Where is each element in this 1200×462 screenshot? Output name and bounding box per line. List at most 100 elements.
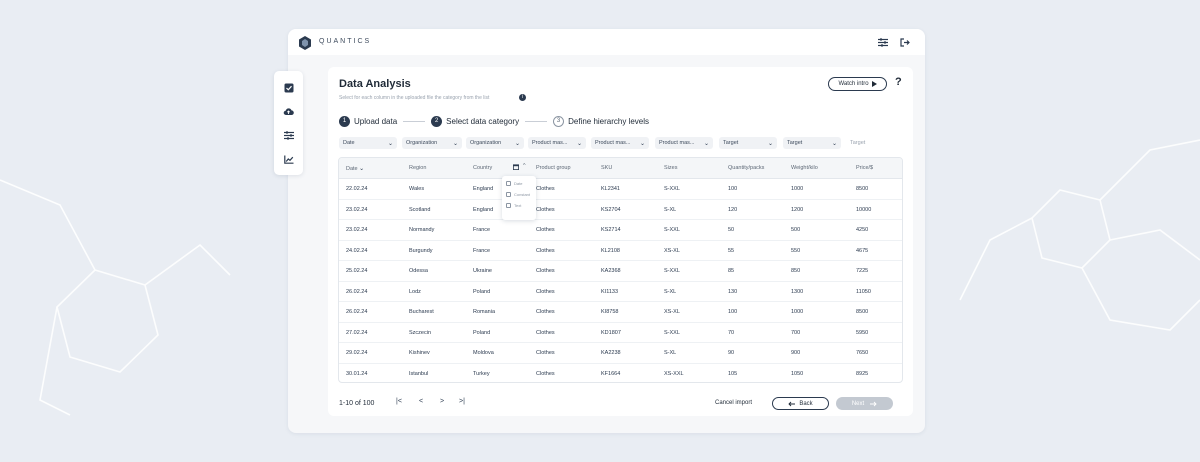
category-select-country[interactable]: Organization ⌄ (466, 137, 524, 149)
table-cell: Poland (473, 329, 491, 336)
chevron-down-icon: ⌄ (387, 140, 393, 147)
popover-option-constant[interactable]: Constant (506, 192, 530, 197)
sidebar-item-settings[interactable] (282, 129, 295, 142)
table-cell: 26.02.24 (346, 288, 368, 295)
table-cell: Burgundy (409, 247, 433, 254)
back-button[interactable]: Back (772, 397, 829, 410)
table-cell: England (473, 186, 494, 192)
column-header-sku: SKU (601, 165, 613, 171)
sidebar (274, 71, 303, 175)
table-cell: Clothes (536, 288, 555, 295)
sidebar-item-upload[interactable] (282, 105, 295, 118)
table-footer: 1-10 of 100 |< < > >| Cancel import Back… (339, 397, 904, 411)
step-select-data-category[interactable]: 2 Select data category (431, 115, 519, 127)
chevron-down-icon: ⌄ (514, 140, 520, 147)
next-page-button[interactable]: > (440, 398, 445, 405)
table-cell: Clothes (536, 350, 555, 356)
table-cell: Kishinev (409, 350, 430, 356)
quantics-logo-icon (299, 36, 311, 50)
chevron-down-icon: ⌄ (452, 140, 458, 147)
category-select-quantity[interactable]: Target ⌄ (719, 137, 777, 149)
data-table: Date ⌄ Region Country ^ Product group SK… (338, 157, 903, 383)
table-cell: 90 (728, 350, 735, 356)
page-subtitle: Select for each column in the uploaded f… (339, 95, 490, 101)
table-cell: 1050 (791, 370, 804, 377)
watch-intro-button[interactable]: Watch intro (828, 77, 887, 91)
prev-page-button[interactable]: < (419, 398, 424, 405)
first-page-button[interactable]: |< (396, 398, 402, 405)
step-connector (403, 120, 426, 122)
table-cell: 85 (728, 268, 735, 274)
popover-option-date[interactable]: Date (506, 181, 522, 186)
table-cell: 8500 (856, 186, 869, 192)
column-header-date[interactable]: Date ⌄ (346, 166, 365, 172)
table-cell: Clothes (536, 329, 555, 336)
last-page-button[interactable]: >| (459, 398, 465, 405)
table-cell: KF1664 (601, 370, 621, 377)
table-header: Date ⌄ Region Country ^ Product group SK… (339, 158, 902, 179)
table-cell: 1000 (791, 309, 804, 315)
table-cell: 1200 (791, 206, 804, 213)
help-button[interactable]: ? (895, 76, 902, 88)
column-type-popover: Date Constant Text (502, 176, 536, 220)
next-button[interactable]: Next (836, 397, 893, 410)
step-define-hierarchy-levels[interactable]: 3 Define hierarchy levels (553, 115, 649, 127)
category-select-product-group[interactable]: Product mas... ⌄ (528, 137, 586, 149)
category-select-weight[interactable]: Target ⌄ (783, 137, 841, 149)
table-cell: 500 (791, 227, 801, 233)
category-select-sizes[interactable]: Product mas... ⌄ (655, 137, 713, 149)
table-row: 22.02.24 Wales England Clothes KL2341 S-XXL 10… (339, 179, 902, 200)
table-cell: 4675 (856, 247, 869, 254)
sidebar-item-analytics[interactable] (282, 153, 295, 166)
filter-value: Organization (470, 140, 502, 146)
table-cell: KL2341 (601, 186, 620, 192)
table-cell: Clothes (536, 247, 555, 254)
table-cell: KD1807 (601, 329, 621, 336)
category-select-region[interactable]: Organization ⌄ (402, 137, 462, 149)
column-header-country: Country (473, 165, 493, 171)
table-cell: 1000 (791, 186, 804, 192)
filter-value: Target (723, 140, 739, 146)
step-number: 3 (553, 115, 565, 127)
table-cell: Normandy (409, 227, 435, 233)
top-bar: QUANTICS (288, 29, 925, 55)
filter-value: Target (850, 140, 866, 146)
table-cell: 23.02.24 (346, 206, 368, 213)
table-cell: KA2368 (601, 268, 621, 274)
data-analysis-card: Data Analysis Select for each column in … (328, 67, 913, 416)
table-row: 23.02.24 Normandy France Clothes KS2714 S-XXL… (339, 220, 902, 241)
table-cell: Clothes (536, 268, 555, 274)
step-number: 1 (339, 115, 350, 127)
table-cell: KI1133 (601, 288, 619, 295)
table-cell: XS-XXL (664, 370, 684, 377)
table-cell: S-XL (664, 206, 677, 213)
chevron-down-icon: ⌄ (576, 140, 582, 147)
table-cell: 8500 (856, 309, 869, 315)
info-icon[interactable]: i (519, 94, 526, 101)
category-select-date[interactable]: Date ⌄ (339, 137, 397, 149)
category-select-price[interactable]: Target (846, 137, 890, 149)
table-cell: 26.02.24 (346, 309, 368, 315)
step-upload-data[interactable]: 1 Upload data (339, 115, 397, 127)
popover-option-text[interactable]: Text (506, 203, 521, 208)
cancel-import-button[interactable]: Cancel import (715, 400, 753, 406)
table-cell: Clothes (536, 309, 555, 315)
logout-icon[interactable] (899, 36, 911, 48)
column-header-region: Region (409, 165, 427, 171)
table-cell: KS2714 (601, 227, 621, 233)
table-cell: 105 (728, 370, 738, 377)
calendar-icon[interactable] (513, 164, 519, 172)
table-cell: 100 (728, 309, 738, 315)
table-cell: 700 (791, 329, 801, 336)
column-header-price: Price/$ (856, 165, 874, 171)
chevron-down-icon: ⌄ (767, 140, 773, 147)
step-connector (525, 120, 548, 122)
sliders-icon[interactable] (877, 36, 889, 48)
table-cell: XS-XL (664, 309, 680, 315)
filter-value: Target (787, 140, 803, 146)
sidebar-item-checklist[interactable] (282, 81, 295, 94)
table-cell: France (473, 247, 491, 254)
table-cell: 4250 (856, 227, 869, 233)
chevron-up-icon[interactable]: ^ (523, 163, 526, 169)
category-select-sku[interactable]: Product mas... ⌄ (591, 137, 649, 149)
